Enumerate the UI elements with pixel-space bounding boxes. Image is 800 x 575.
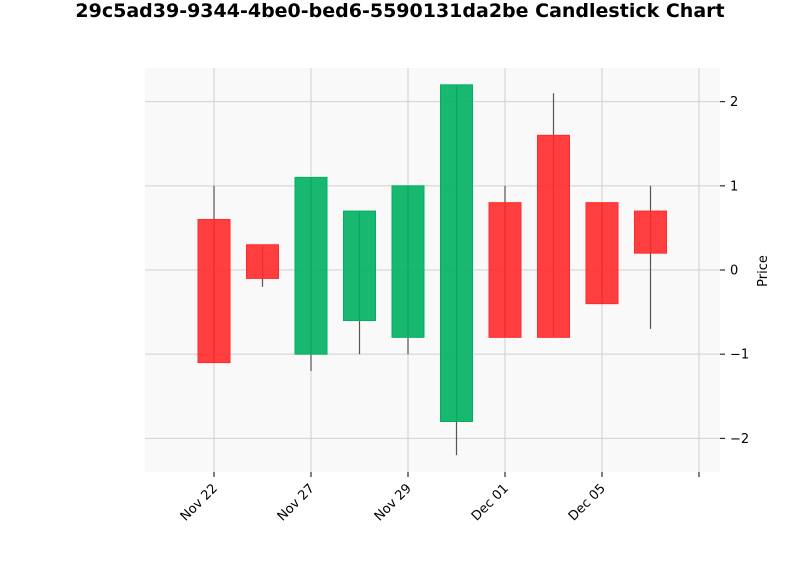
x-tick-label: Nov 29 (372, 481, 415, 524)
candle-body (343, 210, 376, 321)
candle-body (488, 202, 522, 338)
y-tick-label: −1 (730, 348, 749, 363)
candle (294, 176, 328, 371)
candle (197, 185, 231, 364)
x-tick-label: Dec 01 (469, 481, 512, 524)
candle-body (294, 176, 328, 355)
chart-title: 29c5ad39-9344-4be0-bed6-5590131da2be Can… (75, 0, 724, 22)
y-tick-label: 1 (730, 179, 738, 194)
x-tick-label: Nov 27 (275, 481, 318, 524)
candle (246, 244, 279, 287)
candle (537, 93, 570, 338)
candle-body (585, 202, 619, 305)
candle-body (634, 210, 667, 254)
candle (585, 202, 619, 305)
y-tick-label: −2 (730, 432, 749, 447)
x-tick-label: Dec 05 (566, 481, 609, 524)
candle (391, 185, 425, 355)
candle (440, 84, 473, 456)
candle (634, 185, 667, 329)
candle-body (537, 134, 570, 338)
y-axis-label: Price (756, 255, 771, 287)
candle-body (391, 185, 425, 338)
candle-body (197, 219, 231, 364)
candle-body (246, 244, 279, 279)
x-tick-label: Nov 22 (178, 481, 221, 524)
candle-body (440, 84, 473, 422)
y-tick-label: 2 (730, 95, 738, 110)
y-tick-label: 0 (730, 264, 738, 279)
candles (197, 84, 667, 456)
candle (488, 185, 522, 338)
candle (343, 210, 376, 355)
